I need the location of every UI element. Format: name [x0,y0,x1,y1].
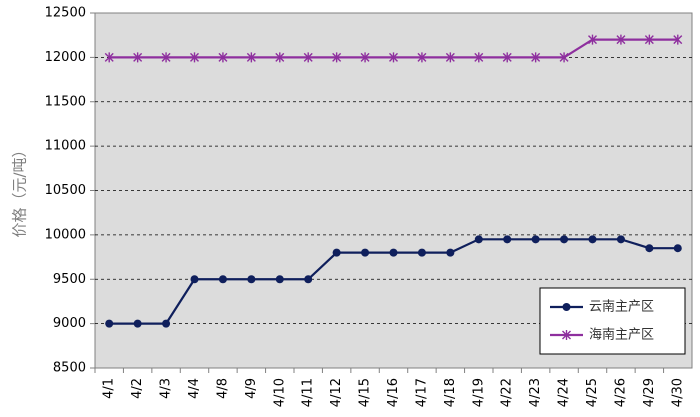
y-tick-label: 12000 [45,50,86,65]
x-tick-label: 4/4 [187,378,202,399]
data-point [616,34,626,45]
x-tick-label: 4/15 [358,378,373,407]
y-tick-label: 12500 [45,6,86,21]
data-point [673,244,682,253]
data-point [190,275,199,284]
data-point [246,52,256,63]
data-point [560,235,569,244]
y-axis-ticks: 8500 9000 9500 10000 10500 11000 11500 12000 125… [45,6,95,376]
x-tick-label: 4/1 [102,378,117,399]
x-tick-label: 4/23 [528,378,543,407]
y-tick-label: 9500 [53,272,86,287]
series-1 [105,235,682,328]
data-point [275,52,285,63]
legend-marker [562,330,571,340]
legend-label: 海南主产区 [589,327,654,343]
y-tick-label: 10000 [45,227,86,242]
data-point [218,275,227,284]
data-point [247,275,256,284]
data-point [502,52,512,63]
data-point [304,275,313,284]
x-tick-label: 4/10 [272,378,287,407]
data-point [645,244,654,253]
x-tick-label: 4/25 [585,378,600,407]
data-point [417,248,426,257]
y-tick-label: 11500 [45,94,86,109]
data-point [474,235,483,244]
data-point [559,52,569,63]
x-tick-label: 4/11 [301,378,316,407]
x-tick-label: 4/18 [443,378,458,407]
legend-box [539,287,686,355]
data-point [588,235,597,244]
data-point [531,235,540,244]
data-point [105,319,114,328]
x-tick-label: 4/8 [215,378,230,399]
data-point [218,52,228,63]
series-2 [104,34,683,63]
data-point [104,52,114,63]
series-layer [104,34,683,328]
data-point [616,235,625,244]
legend-label: 云南主产区 [589,299,654,315]
x-tick-label: 4/26 [613,378,628,407]
data-point [275,275,284,284]
x-tick-label: 4/29 [642,378,657,407]
legend-marker [562,303,571,311]
x-tick-label: 4/30 [670,378,685,407]
data-point [446,248,455,257]
y-tick-label: 9000 [53,316,86,331]
x-tick-label: 4/9 [244,378,259,399]
data-point [361,248,370,257]
y-tick-label: 11000 [45,139,86,154]
data-point [332,248,341,257]
data-point [644,34,654,45]
data-point [389,248,398,257]
legend-item: 云南主产区 [550,299,654,315]
data-point [445,52,455,63]
data-point [389,52,398,63]
legend-item: 海南主产区 [550,327,654,343]
data-point [332,52,342,63]
data-point [161,52,171,63]
data-point [503,235,512,244]
x-tick-label: 4/19 [471,378,486,407]
data-point [588,34,597,45]
x-tick-label: 4/24 [557,378,572,407]
data-point [417,52,427,63]
y-tick-label: 8500 [53,361,86,376]
data-point [303,52,313,63]
x-axis-ticks: 4/1 4/2 4/3 4/4 4/8 4/9 4/10 4/11 4/12 4/15 4/16 4/… [94,368,685,407]
x-tick-label: 4/17 [414,378,429,407]
x-tick-label: 4/3 [159,378,174,399]
x-tick-label: 4/22 [500,378,515,407]
y-tick-label: 10500 [45,183,86,198]
x-tick-label: 4/16 [386,378,401,407]
x-tick-label: 4/2 [130,378,145,399]
data-point [162,319,171,328]
data-point [190,52,199,63]
data-point [133,319,142,328]
data-point [531,52,541,63]
data-point [360,52,370,63]
y-axis-label: 价格（元/吨） [11,142,29,237]
data-point [133,52,143,63]
data-point [673,34,683,45]
data-point [474,52,484,63]
x-tick-label: 4/12 [329,378,344,407]
